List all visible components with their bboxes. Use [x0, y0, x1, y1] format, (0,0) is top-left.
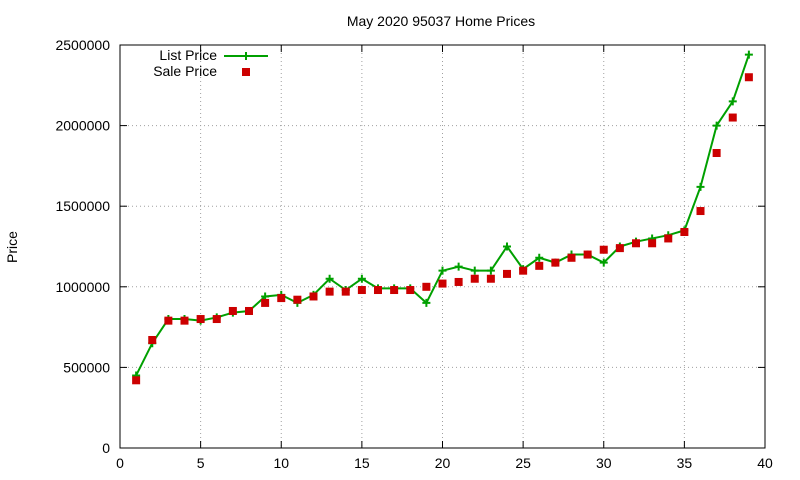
sale-price-point — [615, 244, 624, 253]
legend: List Price Sale Price — [153, 47, 268, 79]
sale-price-point — [599, 245, 608, 254]
sale-price-point — [744, 73, 753, 82]
sale-price-point — [664, 234, 673, 243]
legend-label-sale-price: Sale Price — [153, 63, 217, 79]
sale-price-point — [567, 253, 576, 262]
sale-price-point — [196, 315, 205, 324]
list-price-point — [728, 97, 737, 106]
sale-price-point — [148, 335, 157, 344]
sale-price-point — [454, 277, 463, 286]
list-price-point — [325, 274, 334, 283]
y-tick-label: 1500000 — [55, 198, 110, 214]
sale-price-point — [341, 287, 350, 296]
sale-price-point — [519, 266, 528, 275]
list-price-point — [535, 253, 544, 262]
series-layer — [132, 50, 753, 385]
sale-price-point — [357, 286, 366, 295]
sale-price-point — [470, 274, 479, 283]
legend-label-list-price: List Price — [159, 47, 217, 63]
y-tick-label: 0 — [102, 440, 110, 456]
list-price-point — [712, 121, 721, 130]
sale-price-point — [712, 149, 721, 158]
sale-price-point — [164, 316, 173, 325]
y-axis-label: Price — [4, 231, 20, 263]
sale-price-point — [583, 250, 592, 259]
sale-price-point — [180, 316, 189, 325]
sale-price-point — [438, 279, 447, 288]
sale-price-point — [374, 286, 382, 295]
list-price-point — [486, 266, 495, 275]
list-price-point — [696, 182, 705, 191]
x-tick-label: 35 — [677, 455, 693, 471]
sale-price-point — [680, 227, 689, 236]
sale-price-point — [277, 294, 286, 303]
x-tick-label: 0 — [116, 455, 124, 471]
chart-title: May 2020 95037 Home Prices — [347, 13, 535, 29]
plot-frame — [119, 44, 766, 449]
x-tick-label: 5 — [197, 455, 205, 471]
sale-price-point — [696, 207, 705, 216]
list-price-point — [438, 266, 447, 275]
x-tick-label: 25 — [515, 455, 531, 471]
sale-price-point — [132, 376, 141, 385]
legend-marker-list-price — [242, 52, 250, 60]
y-tick-label: 2000000 — [55, 118, 110, 134]
sale-price-point — [503, 269, 511, 278]
legend-marker-sale-price — [242, 68, 250, 76]
list-price-point — [422, 298, 431, 307]
y-tick-label: 1000000 — [55, 279, 110, 295]
sale-price-point — [551, 258, 560, 267]
list-price-point — [744, 50, 753, 59]
list-price-point — [470, 266, 479, 275]
x-tick-label: 40 — [757, 455, 773, 471]
sale-price-point — [261, 298, 270, 307]
x-tick-label: 30 — [596, 455, 612, 471]
sale-price-point — [728, 113, 737, 122]
list-price-point — [503, 242, 511, 251]
sale-price-point — [648, 239, 657, 248]
y-tick-label: 2500000 — [55, 37, 110, 53]
sale-price-point — [535, 261, 544, 270]
sale-price-point — [486, 274, 495, 283]
sale-price-point — [212, 315, 221, 324]
sale-price-point — [406, 286, 415, 295]
sale-price-point — [325, 287, 334, 296]
x-tick-label: 20 — [435, 455, 451, 471]
sale-price-point — [293, 295, 302, 304]
sale-price-point — [422, 282, 431, 291]
y-tick-label: 500000 — [63, 359, 110, 375]
list-price-point — [357, 274, 366, 283]
sale-price-point — [309, 292, 318, 301]
sale-price-point — [245, 306, 253, 315]
sale-price-point — [632, 239, 640, 248]
sale-price-point — [390, 286, 399, 295]
x-tick-label: 10 — [273, 455, 289, 471]
tick-labels: 0 5 10 15 20 25 30 35 40 0 500000 1000000 1500000 200… — [55, 37, 773, 471]
x-tick-label: 15 — [354, 455, 370, 471]
list-price-point — [454, 262, 463, 271]
list-price-point — [599, 258, 608, 267]
sale-price-point — [228, 306, 237, 315]
